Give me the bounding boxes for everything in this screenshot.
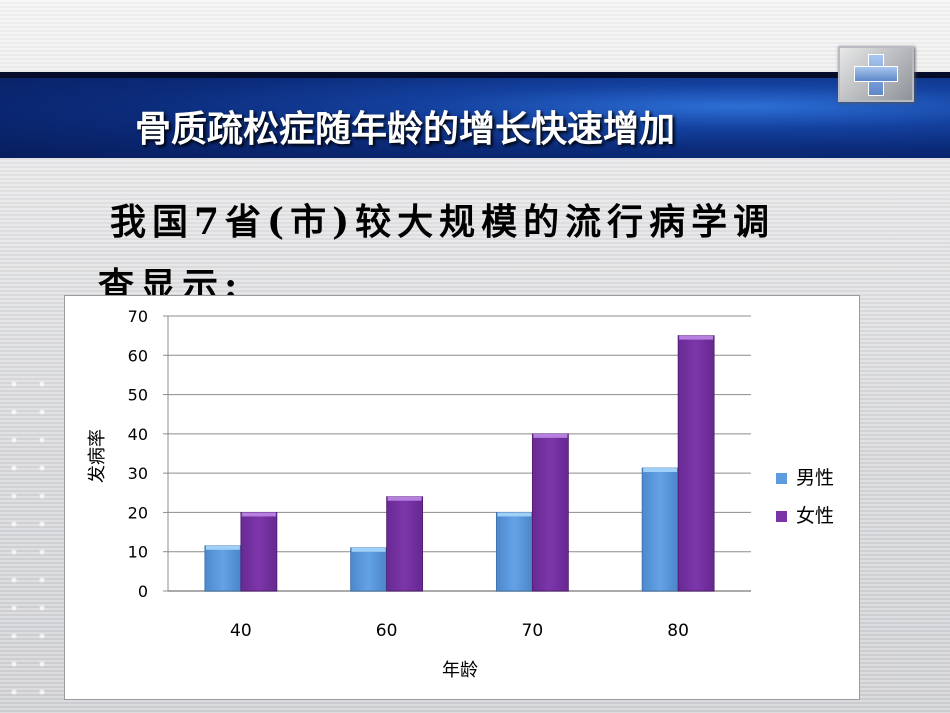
bar-top-bevel — [241, 512, 276, 517]
x-tick-label: 70 — [522, 621, 544, 641]
title-banner — [0, 72, 950, 158]
legend-swatch — [776, 473, 787, 484]
bar-top-bevel — [497, 512, 532, 517]
medical-cross-icon — [838, 46, 914, 102]
legend-swatch — [776, 511, 787, 522]
body-line-1: 我国7省(市)较大规模的流行病学调 — [110, 201, 776, 243]
y-tick-label: 10 — [128, 543, 148, 562]
y-tick-label: 40 — [128, 425, 148, 444]
bar-top-bevel — [387, 496, 422, 501]
bar-male — [641, 467, 679, 592]
decorative-dots — [0, 370, 60, 710]
bar-top-bevel — [205, 545, 240, 550]
chart: 发病率 年龄 0 10 20 30 40 50 60 70 40 60 70 80 男性女性 — [64, 295, 860, 700]
bar-top-bevel — [679, 335, 714, 340]
bar-top-bevel — [533, 433, 568, 438]
bar-top-bevel — [351, 547, 386, 552]
bar-male — [350, 547, 388, 592]
x-tick-label: 80 — [667, 621, 689, 641]
bar-female — [240, 512, 278, 592]
bar-male — [495, 512, 533, 592]
x-tick-label: 60 — [376, 621, 398, 641]
y-tick-label: 20 — [128, 503, 148, 522]
y-tick-label: 0 — [138, 582, 148, 601]
y-tick-label: 30 — [128, 464, 148, 483]
bar-male — [204, 545, 242, 592]
bar-female — [677, 335, 715, 592]
bar-top-bevel — [643, 468, 678, 473]
x-axis-label: 年龄 — [442, 660, 478, 681]
slide-title: 骨质疏松症随年龄的增长快速增加 — [135, 109, 676, 150]
y-tick-label: 70 — [128, 307, 148, 326]
x-tick-label: 40 — [230, 621, 252, 641]
y-axis-label: 发病率 — [87, 429, 108, 483]
bar-female — [386, 496, 424, 592]
bar-female — [531, 433, 569, 592]
legend-label: 女性 — [796, 505, 834, 527]
y-tick-label: 60 — [128, 346, 148, 365]
y-tick-label: 50 — [128, 386, 148, 405]
legend-label: 男性 — [796, 467, 834, 489]
